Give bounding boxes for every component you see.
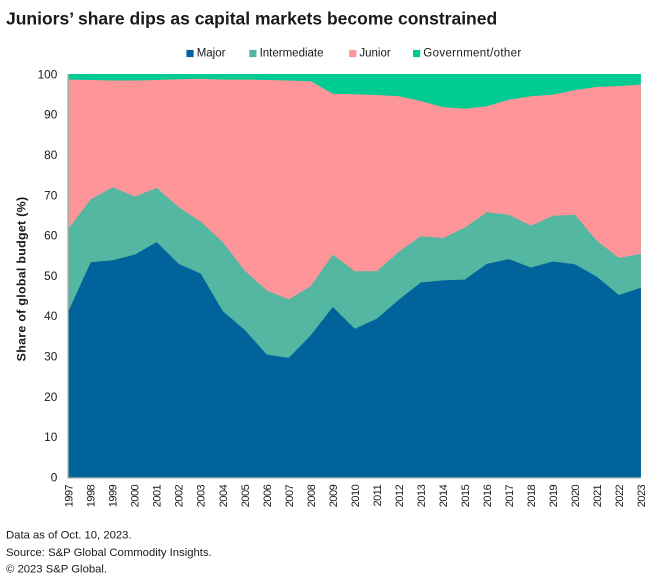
svg-text:2003: 2003 (196, 484, 208, 507)
svg-text:2008: 2008 (306, 484, 318, 507)
svg-text:2014: 2014 (438, 484, 450, 507)
svg-text:1998: 1998 (86, 484, 98, 507)
svg-text:100: 100 (38, 67, 58, 81)
svg-text:90: 90 (44, 108, 58, 122)
svg-text:Major: Major (197, 48, 226, 60)
svg-text:2022: 2022 (614, 484, 626, 507)
svg-text:2017: 2017 (504, 484, 516, 507)
svg-text:80: 80 (44, 148, 58, 162)
svg-text:Source: S&P Global Commodity I: Source: S&P Global Commodity Insights. (6, 547, 212, 559)
svg-text:2004: 2004 (218, 484, 230, 507)
svg-text:Juniors’ share dips as capital: Juniors’ share dips as capital markets b… (6, 9, 497, 29)
svg-text:2010: 2010 (350, 484, 362, 507)
svg-text:50: 50 (44, 269, 58, 283)
svg-text:20: 20 (44, 390, 58, 404)
svg-text:2011: 2011 (372, 484, 384, 506)
svg-text:2020: 2020 (570, 484, 582, 507)
svg-text:10: 10 (44, 430, 58, 444)
svg-text:2002: 2002 (174, 484, 186, 507)
svg-text:2015: 2015 (460, 484, 472, 507)
svg-text:2007: 2007 (284, 484, 296, 507)
svg-text:© 2023 S&P Global.: © 2023 S&P Global. (6, 564, 107, 576)
svg-text:2016: 2016 (482, 484, 494, 507)
svg-text:Data as of Oct. 10, 2023.: Data as of Oct. 10, 2023. (6, 530, 132, 542)
svg-text:Share of global budget (%): Share of global budget (%) (14, 197, 28, 362)
svg-text:30: 30 (44, 350, 58, 364)
svg-text:Intermediate: Intermediate (260, 48, 324, 60)
svg-text:70: 70 (44, 188, 58, 202)
svg-text:2001: 2001 (152, 484, 164, 507)
svg-text:2019: 2019 (548, 484, 560, 507)
svg-text:0: 0 (51, 471, 58, 485)
svg-text:2005: 2005 (240, 484, 252, 507)
svg-text:1999: 1999 (108, 484, 120, 507)
svg-text:2012: 2012 (394, 484, 406, 507)
svg-text:2006: 2006 (262, 484, 274, 507)
svg-text:2018: 2018 (526, 484, 538, 507)
svg-text:60: 60 (44, 229, 58, 243)
svg-text:2009: 2009 (328, 484, 340, 507)
svg-text:2013: 2013 (416, 484, 428, 507)
svg-text:1997: 1997 (64, 484, 76, 507)
svg-text:40: 40 (44, 309, 58, 323)
svg-text:2000: 2000 (130, 484, 142, 507)
svg-text:Junior: Junior (359, 48, 390, 60)
svg-text:Government/other: Government/other (423, 48, 521, 60)
svg-text:2023: 2023 (636, 484, 648, 507)
svg-text:2021: 2021 (592, 484, 604, 507)
